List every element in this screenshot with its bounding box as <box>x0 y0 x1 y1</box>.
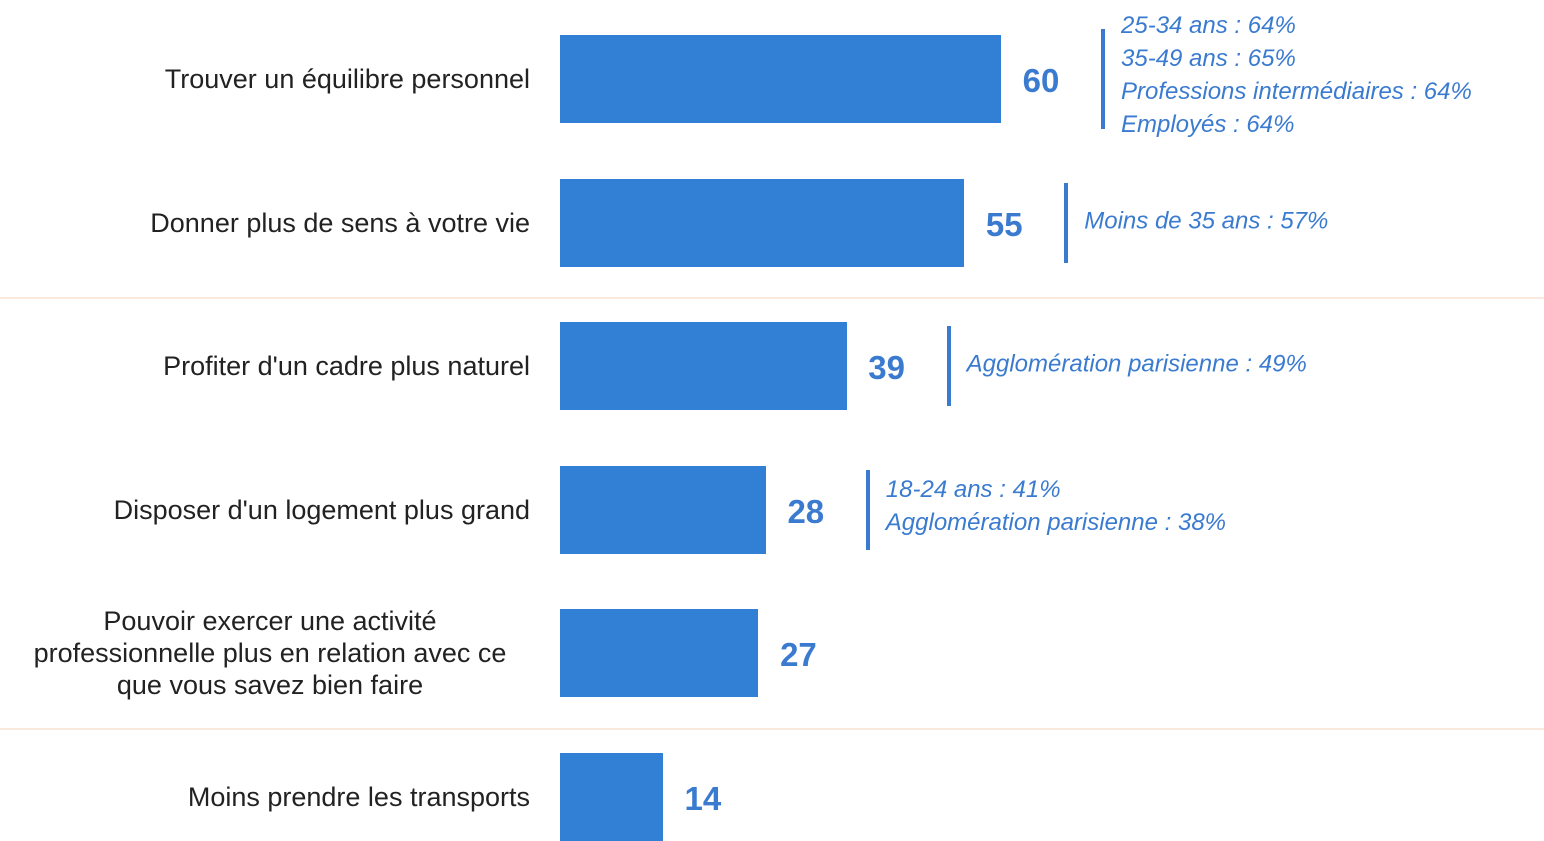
annotation-line-text: 18-24 ans : 41% <box>885 475 1061 503</box>
value-label: 39 <box>868 349 905 387</box>
category-label: Pouvoir exercer une activité professionn… <box>33 606 507 701</box>
value-label: 27 <box>780 636 817 674</box>
value-label: 60 <box>1022 62 1060 99</box>
value-label: 14 <box>684 780 722 817</box>
category-label: Disposer d'un logement plus grand <box>113 494 530 525</box>
annotation-line-text: 35-49 ans : 65% <box>1121 45 1296 72</box>
annotation-line <box>1101 29 1105 129</box>
annotation-line-text: 25-34 ans : 64% <box>1121 12 1296 39</box>
annotation-line-text: Agglomération parisienne : 38% <box>885 508 1227 536</box>
annotation: 18-24 ans : 41% Agglomération parisienne … <box>886 473 1226 539</box>
separator <box>0 297 1544 299</box>
annotation: Agglomération parisienne : 49% <box>967 348 1307 381</box>
annotation-line-text: Employés : 64% <box>1121 111 1295 138</box>
category-label: Donner plus de sens à votre vie <box>150 207 530 238</box>
annotation-line-text: Agglomération parisienne : 49% <box>966 350 1307 378</box>
category-label: Trouver un équilibre personnel <box>164 64 530 94</box>
value-label: 55 <box>985 205 1023 243</box>
bar <box>560 465 766 554</box>
separator <box>0 728 1544 730</box>
bar <box>560 178 965 267</box>
bar <box>560 35 1001 123</box>
annotation-line-text: Moins de 35 ans : 57% <box>1084 207 1329 235</box>
annotation-line <box>946 326 951 407</box>
value-label: 28 <box>787 492 825 530</box>
annotation-line <box>865 469 870 550</box>
annotation-line <box>1064 182 1069 263</box>
annotation: 25-34 ans : 64% 35-49 ans : 65% Profession… <box>1121 9 1472 141</box>
bar <box>560 753 663 841</box>
bar <box>560 322 847 411</box>
category-label: Moins prendre les transports <box>187 782 530 812</box>
bar <box>560 609 759 698</box>
annotation-line-text: Professions intermédiaires : 64% <box>1121 78 1472 105</box>
category-label: Profiter d'un cadre plus naturel <box>163 351 530 382</box>
annotation: Moins de 35 ans : 57% <box>1084 204 1328 237</box>
